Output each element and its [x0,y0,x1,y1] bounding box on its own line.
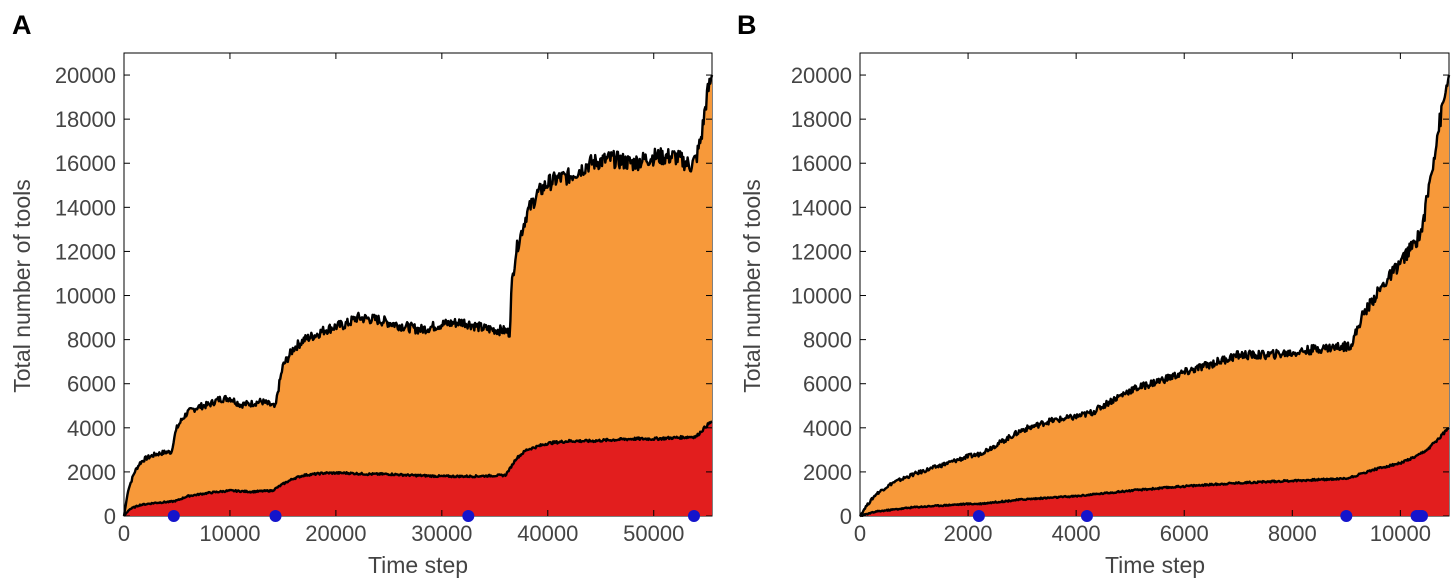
y-tick-label: 14000 [791,195,852,220]
total-line [858,74,1451,517]
panel-label-b: B [737,10,757,40]
event-marker [1080,510,1093,522]
y-tick-label: 4000 [803,416,852,441]
y-tick-label: 6000 [67,372,116,397]
panel-a-ylabel: Total number of tools [9,179,35,393]
event-marker [167,510,180,522]
event-marker [462,510,475,522]
lower-line [123,420,713,517]
y-tick-label: 10000 [791,284,852,309]
y-tick-label: 20000 [791,63,852,88]
y-tick-label: 4000 [67,416,116,441]
total-line [122,74,714,517]
panel-b-xlabel: Time step [1105,552,1205,578]
y-tick-label: 0 [840,504,852,529]
panel-a: A 0 10000 20000 30000 40000 50000 0 2000 4000 600… [9,10,714,578]
event-marker [972,510,985,522]
x-tick-label: 50000 [623,521,684,546]
x-tick-label: 0 [854,521,866,546]
y-tick-label: 18000 [791,107,852,132]
x-tick-label: 4000 [1052,521,1101,546]
y-tick-label: 16000 [791,151,852,176]
y-tick-label: 2000 [67,460,116,485]
x-tick-label: 30000 [411,521,472,546]
x-tick-label: 20000 [305,521,366,546]
total-area [860,75,1449,516]
x-tick-label: 10000 [199,521,260,546]
panel-b-plot: 0 2000 4000 6000 8000 10000 0 2000 4000 6000 8000 1… [791,52,1451,546]
x-tick-label: 10000 [1370,521,1431,546]
lower-area [860,427,1449,516]
y-tick-label: 0 [104,504,116,529]
y-tick-label: 14000 [55,195,116,220]
y-tick-label: 2000 [803,460,852,485]
y-tick-label: 10000 [55,284,116,309]
event-marker [269,510,282,522]
lower-line [859,427,1450,518]
x-tick-label: 8000 [1268,521,1317,546]
panel-a-plot: 0 10000 20000 30000 40000 50000 0 2000 4000 6000 8… [55,52,714,546]
panel-label-a: A [12,10,32,40]
panel-a-xlabel: Time step [368,552,468,578]
x-tick-label: 0 [118,521,130,546]
y-tick-label: 20000 [55,63,116,88]
y-tick-label: 8000 [803,328,852,353]
y-tick-label: 12000 [791,239,852,264]
y-tick-label: 8000 [67,328,116,353]
y-tick-label: 6000 [803,372,852,397]
x-tick-label: 40000 [517,521,578,546]
x-tick-label: 2000 [944,521,993,546]
y-tick-label: 16000 [55,151,116,176]
panel-b-ylabel: Total number of tools [739,179,765,393]
x-tick-label: 6000 [1160,521,1209,546]
event-marker [687,510,700,522]
event-marker [1415,510,1428,522]
event-marker [1340,510,1353,522]
panel-b: B 0 2000 4000 6000 8000 10000 0 2000 4000 6000 800… [737,10,1451,578]
y-tick-label: 12000 [55,239,116,264]
y-tick-label: 18000 [55,107,116,132]
